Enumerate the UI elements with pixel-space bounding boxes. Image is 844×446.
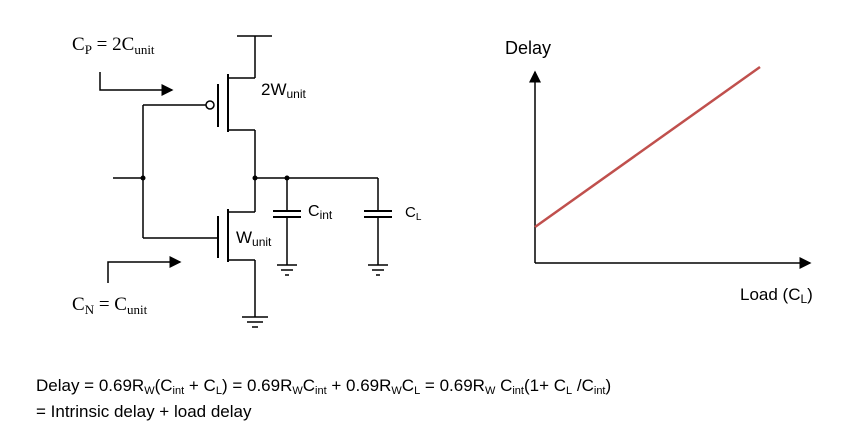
formula-text: C <box>401 376 415 395</box>
cp-label: CP = 2Cunit <box>72 34 155 57</box>
formula-subscript: L <box>215 385 222 397</box>
delay-series-line <box>534 65 761 229</box>
cint-capacitor <box>273 178 301 276</box>
formula-text: ) <box>605 376 612 395</box>
formula-subscript: int <box>172 385 185 397</box>
chart-x-axis-label: Load (CL) <box>740 285 813 306</box>
formula-subscript: L <box>414 385 421 397</box>
formula-subscript: W <box>144 385 155 397</box>
pmos-width-label: 2Wunit <box>261 80 306 101</box>
cp-arrow <box>99 72 174 96</box>
formula-text: C <box>302 376 316 395</box>
cn-label: CN = Cunit <box>72 294 148 317</box>
junction-dots <box>140 175 290 181</box>
formula-text: + 0.69R <box>326 376 392 395</box>
formula-text: + C <box>184 376 216 395</box>
delay-chart <box>529 65 812 269</box>
nmos-transistor <box>143 209 255 262</box>
cl-capacitor <box>364 178 392 276</box>
formula-text: ) = 0.69R <box>221 376 293 395</box>
formula-text: (C <box>154 376 173 395</box>
delay-formula: Delay = 0.69RW(Cint + CL) = 0.69RWCint +… <box>36 376 611 397</box>
inverter-schematic <box>99 35 392 328</box>
formula-subscript: L <box>566 385 573 397</box>
nmos-width-label: Wunit <box>236 228 272 249</box>
formula-subscript: W <box>292 385 303 397</box>
chart-y-axis-label: Delay <box>505 38 552 58</box>
ground-nmos <box>242 316 268 328</box>
formula-subscript: W <box>391 385 402 397</box>
cl-label: CL <box>405 204 422 223</box>
cint-label: Cint <box>308 203 333 222</box>
formula-text: /C <box>572 376 594 395</box>
formula-subscript: int <box>315 385 327 397</box>
formula-text: (1+ C <box>523 376 567 395</box>
formula-subscript: int <box>593 385 606 397</box>
delay-formula-summary: = Intrinsic delay + load delay <box>36 402 252 421</box>
pmos-transistor <box>143 74 255 132</box>
formula-subscript: W <box>484 385 496 397</box>
formula-subscript: int <box>512 385 524 397</box>
formula-text: Delay = 0.69R <box>36 376 145 395</box>
formula-text: C <box>495 376 513 395</box>
cn-arrow <box>107 256 182 283</box>
formula-text: = 0.69R <box>420 376 485 395</box>
